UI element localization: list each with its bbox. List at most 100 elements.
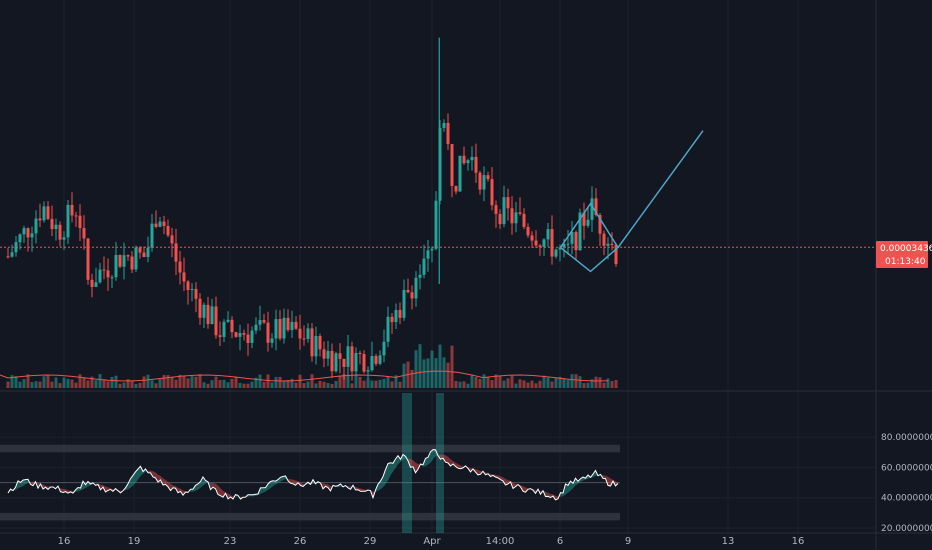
candle-body xyxy=(438,127,442,201)
volume-bar xyxy=(138,382,142,388)
volume-bar xyxy=(410,369,414,388)
volume-bar xyxy=(534,383,538,388)
rsi-fill xyxy=(260,487,263,494)
axes: 0.000044000.000043000.000042000.00004100… xyxy=(58,433,932,547)
volume-bar xyxy=(350,383,354,388)
volume-bar xyxy=(554,377,558,388)
rsi-fill xyxy=(220,488,223,498)
volume-bar xyxy=(430,350,434,388)
time-axis-tick: 16 xyxy=(792,536,805,547)
volume-bar xyxy=(374,380,378,388)
trend-drawings[interactable] xyxy=(559,130,704,273)
candle-body xyxy=(262,320,266,323)
volume-bar xyxy=(106,381,110,388)
volume-bar xyxy=(142,376,146,388)
rsi-fill xyxy=(413,460,416,473)
rsi-fill xyxy=(575,478,578,486)
candle-body xyxy=(282,317,286,339)
rsi-fill xyxy=(200,476,203,488)
volume-bar xyxy=(302,383,306,388)
candle-body xyxy=(286,317,290,331)
volume-bar xyxy=(550,381,554,388)
rsi-fill xyxy=(390,462,393,476)
volume-bar xyxy=(94,380,98,388)
volume-bar xyxy=(494,374,498,388)
volume-bar xyxy=(594,376,598,388)
volume-bar xyxy=(158,377,162,388)
candle-body xyxy=(342,358,346,367)
rsi-fill xyxy=(430,449,433,463)
rsi-fill xyxy=(403,454,406,460)
rsi-band xyxy=(0,444,620,453)
candle-body xyxy=(306,328,310,339)
volume-bar xyxy=(30,382,34,388)
volume-bar xyxy=(246,383,250,388)
rsi-fill xyxy=(85,481,88,488)
volume-bar xyxy=(358,376,362,388)
candle-body xyxy=(526,226,530,236)
candle-body xyxy=(362,353,366,372)
candle-body xyxy=(570,231,574,244)
candle-body xyxy=(398,310,402,318)
rsi-fill xyxy=(608,476,611,486)
candle-body xyxy=(206,304,210,325)
volume-bar xyxy=(86,380,90,388)
volume-bar xyxy=(370,380,374,388)
candle-body xyxy=(610,243,614,245)
volume-bar xyxy=(234,376,238,388)
candle-body xyxy=(238,333,242,337)
volume-bar xyxy=(558,376,562,388)
volume-bar xyxy=(282,380,286,388)
time-axis-tick: 23 xyxy=(224,536,237,547)
volume-bar xyxy=(498,375,502,388)
candle-body xyxy=(74,215,78,217)
candle-body xyxy=(594,198,598,216)
candle-body xyxy=(422,258,426,275)
candle-body xyxy=(574,231,578,251)
candle-body xyxy=(326,350,330,359)
volume-bar xyxy=(262,381,266,388)
candle-body xyxy=(58,224,62,240)
candle-body xyxy=(6,256,10,258)
candle-body xyxy=(534,240,538,246)
volume-bar xyxy=(154,383,158,388)
volume-bar xyxy=(290,378,294,388)
volume-bar xyxy=(174,379,178,388)
candle-body xyxy=(222,321,226,337)
volume-bar xyxy=(482,374,486,388)
candle-body xyxy=(518,212,522,214)
time-axis-tick: 13 xyxy=(722,536,735,547)
volume-bar xyxy=(162,374,166,388)
volume-bar xyxy=(130,381,134,388)
rsi-fill xyxy=(83,481,86,490)
candle-body xyxy=(214,306,218,336)
volume-bar xyxy=(474,376,478,388)
rsi-fill xyxy=(360,488,363,492)
rsi-fill xyxy=(603,475,606,479)
rsi-fill xyxy=(573,478,576,489)
volume-bar xyxy=(610,381,614,388)
candle-body xyxy=(442,122,446,128)
volume-bar xyxy=(54,377,58,388)
candle-body xyxy=(86,238,90,280)
volume-bar xyxy=(114,375,118,388)
volume-bar xyxy=(258,374,262,388)
candle-body xyxy=(506,197,510,209)
rsi-fill xyxy=(265,484,268,492)
volume-bar xyxy=(310,374,314,388)
candle-body xyxy=(514,212,518,224)
rsi-fill xyxy=(398,455,401,465)
rsi-fill xyxy=(388,462,391,481)
rsi-fill xyxy=(165,479,168,487)
rsi-fill xyxy=(138,466,141,480)
volume-bar xyxy=(110,377,114,388)
volume-bar xyxy=(462,381,466,388)
candle-body xyxy=(138,247,142,253)
volume-bar xyxy=(266,374,270,388)
rsi-line xyxy=(7,449,619,501)
volume-bar xyxy=(238,382,242,388)
volume-bar xyxy=(38,381,42,388)
candle-body xyxy=(278,319,282,339)
price-badge-countdown: 01:13:40 xyxy=(885,257,926,267)
